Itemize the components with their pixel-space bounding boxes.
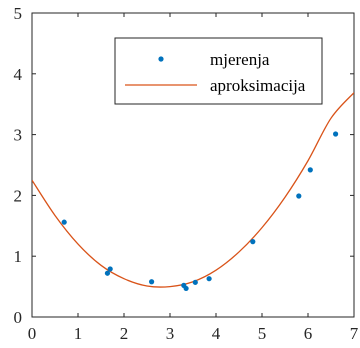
y-tick-label: 3	[14, 126, 23, 145]
measurement-points-layer	[61, 131, 339, 292]
fit-curve-line	[32, 92, 354, 288]
x-tick-label: 2	[120, 324, 129, 343]
fit-curve-layer	[32, 92, 354, 288]
x-tick-label: 6	[304, 324, 313, 343]
y-tick-label: 4	[14, 65, 23, 84]
y-tick-label: 2	[14, 186, 23, 205]
x-tick-label: 4	[212, 324, 221, 343]
measurement-point	[107, 266, 113, 272]
legend-marker-mjerenja	[158, 56, 164, 62]
legend: mjerenja aproksimacija	[114, 37, 323, 105]
measurement-point	[307, 167, 313, 173]
x-tick-label: 5	[258, 324, 267, 343]
measurement-point	[206, 276, 212, 282]
legend-label-mjerenja: mjerenja	[210, 50, 270, 69]
x-tick-label: 0	[28, 324, 37, 343]
axes: 0 1 2 3 4 5 6 7 0 1 2 3 4 5	[14, 4, 359, 343]
measurement-point	[250, 239, 256, 245]
x-tick-label: 7	[350, 324, 359, 343]
y-tick-label: 5	[14, 4, 23, 23]
measurement-point	[104, 270, 111, 276]
x-tick-label: 1	[74, 324, 83, 343]
measurement-point	[192, 279, 198, 285]
legend-label-aproksimacija: aproksimacija	[210, 76, 306, 95]
x-tick-label: 3	[166, 324, 175, 343]
measurement-point	[333, 131, 339, 137]
y-tick-label: 0	[14, 308, 23, 327]
measurement-point	[296, 193, 302, 199]
measurement-point	[61, 219, 67, 225]
y-tick-label: 1	[14, 247, 23, 266]
legend-box	[114, 37, 323, 105]
measurement-point	[149, 279, 155, 285]
measurement-point	[183, 285, 189, 292]
plot-box	[31, 12, 355, 318]
